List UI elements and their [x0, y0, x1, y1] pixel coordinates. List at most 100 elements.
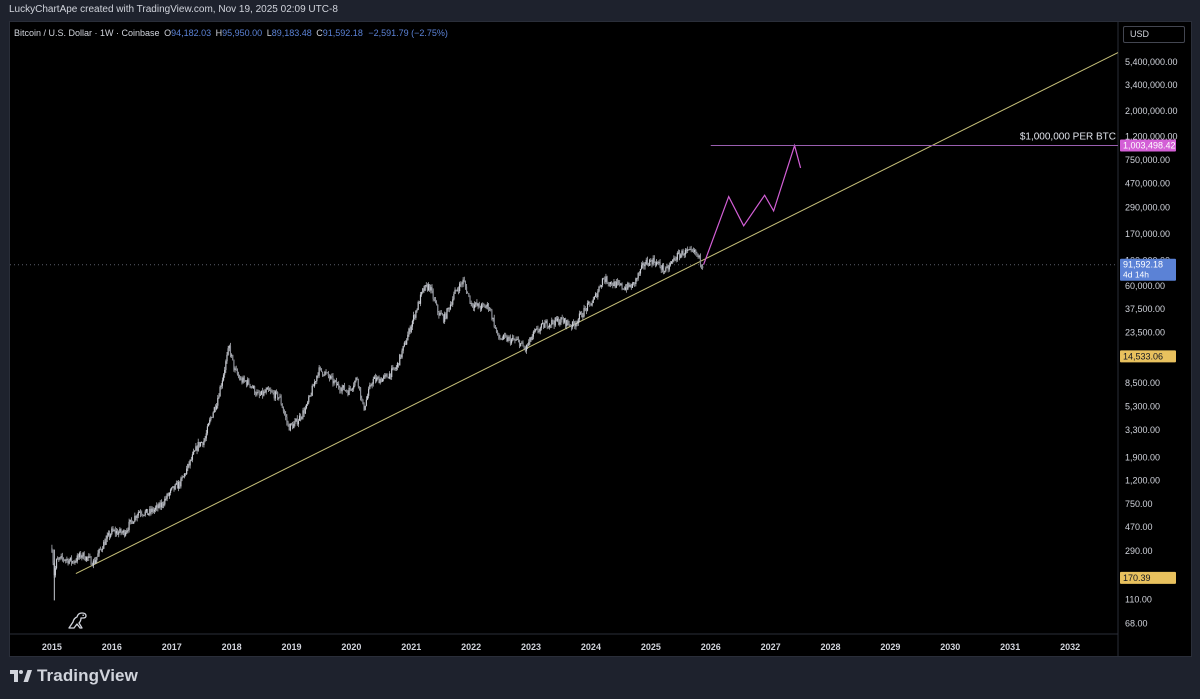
price-axis-label: 1,003,498.42 — [1120, 139, 1176, 152]
candle-body — [599, 286, 601, 288]
candle-body — [357, 379, 359, 387]
candle-body — [679, 252, 681, 258]
candle-body — [419, 294, 422, 304]
candle-body — [135, 515, 137, 518]
candle-body — [643, 263, 645, 267]
candle-body — [275, 391, 278, 393]
candle-body — [307, 402, 309, 405]
x-tick-label: 2018 — [222, 642, 242, 652]
candle-body — [515, 339, 517, 341]
candle-body — [236, 370, 238, 375]
symbol-name[interactable]: Bitcoin / U.S. Dollar · 1W · Coinbase — [14, 28, 160, 38]
candle-body — [129, 519, 131, 522]
candle-body — [649, 259, 651, 266]
candle-body — [341, 387, 343, 392]
candle-body — [213, 407, 215, 413]
tradingview-brand[interactable]: TradingView — [37, 666, 138, 685]
candle-body — [189, 459, 191, 466]
chart-panel[interactable]: Bitcoin / U.S. Dollar · 1W · Coinbase O9… — [9, 21, 1192, 657]
candle-body — [154, 507, 157, 510]
candle-body — [99, 548, 101, 550]
candle-body — [597, 291, 599, 298]
candle-body — [439, 312, 441, 316]
candle-body — [579, 312, 582, 314]
candle-body — [70, 557, 73, 563]
candle-body — [477, 303, 479, 306]
candle-body — [616, 281, 619, 283]
candle-body — [278, 397, 280, 399]
candle-body — [559, 322, 561, 325]
currency-selector[interactable]: USD — [1123, 26, 1185, 43]
candle-body — [366, 395, 369, 400]
candle-body — [60, 556, 62, 558]
candle-body — [521, 342, 523, 344]
close-label: C — [316, 28, 323, 38]
price-chart[interactable]: 9,000,000.005,400,000.003,400,000.002,00… — [10, 22, 1192, 657]
candle-body — [173, 486, 175, 490]
candle-body — [61, 556, 63, 559]
candle-body — [359, 387, 362, 399]
candle-body — [661, 265, 663, 270]
y-tick-label: 60,000.00 — [1125, 281, 1165, 291]
candle-body — [133, 521, 135, 524]
candle-body — [502, 334, 505, 340]
candle-body — [449, 304, 452, 310]
candle-body — [517, 339, 519, 341]
candle-body — [619, 282, 621, 285]
candle-body — [530, 337, 532, 340]
candle-body — [333, 380, 335, 384]
candle-body — [400, 354, 402, 358]
candle-body — [423, 288, 425, 291]
candle-body — [363, 403, 365, 410]
candle-body — [175, 482, 177, 485]
candle-body — [252, 386, 255, 388]
candle-body — [680, 254, 682, 258]
candle-body — [240, 378, 242, 380]
candle-body — [316, 375, 318, 382]
tradingview-logo-icon[interactable] — [10, 669, 32, 683]
candle-body — [567, 320, 569, 324]
candle-body — [137, 512, 139, 516]
candle-body — [369, 384, 371, 389]
candle-body — [334, 380, 336, 382]
candle-body — [682, 250, 684, 256]
candle-body — [442, 314, 445, 322]
y-tick-label: 1,200,000.00 — [1125, 132, 1178, 142]
candle-body — [476, 302, 478, 306]
candle-body — [379, 379, 381, 384]
candle-body — [664, 271, 666, 273]
candle-body — [507, 337, 509, 342]
candle-body — [51, 547, 53, 552]
candle-body — [445, 313, 447, 319]
candle-body — [191, 454, 194, 460]
candle-body — [518, 340, 521, 347]
candle-body — [257, 391, 259, 393]
candle-body — [220, 385, 222, 387]
candle-body — [688, 249, 690, 251]
candle-body — [192, 451, 195, 455]
candle-body — [279, 396, 281, 398]
candle-body — [251, 386, 253, 388]
candle-body — [138, 512, 141, 513]
candle-body — [462, 279, 464, 285]
candle-body — [402, 346, 404, 351]
candle-body — [683, 254, 685, 256]
candle-body — [285, 414, 287, 418]
candle-body — [615, 281, 617, 288]
candle-body — [197, 442, 199, 451]
candle-body — [570, 325, 572, 328]
candle-body — [454, 289, 456, 294]
candle-body — [383, 376, 385, 379]
candle-body — [384, 375, 386, 377]
candle-body — [391, 368, 393, 378]
candle-body — [480, 304, 483, 310]
candle-body — [116, 531, 119, 535]
candle-body — [224, 369, 226, 375]
candle-body — [634, 282, 636, 285]
candle-body — [447, 308, 449, 309]
candle-body — [594, 293, 597, 297]
candle-body — [340, 390, 342, 392]
candle-body — [295, 418, 297, 422]
y-tick-label: 5,400,000.00 — [1125, 57, 1178, 67]
